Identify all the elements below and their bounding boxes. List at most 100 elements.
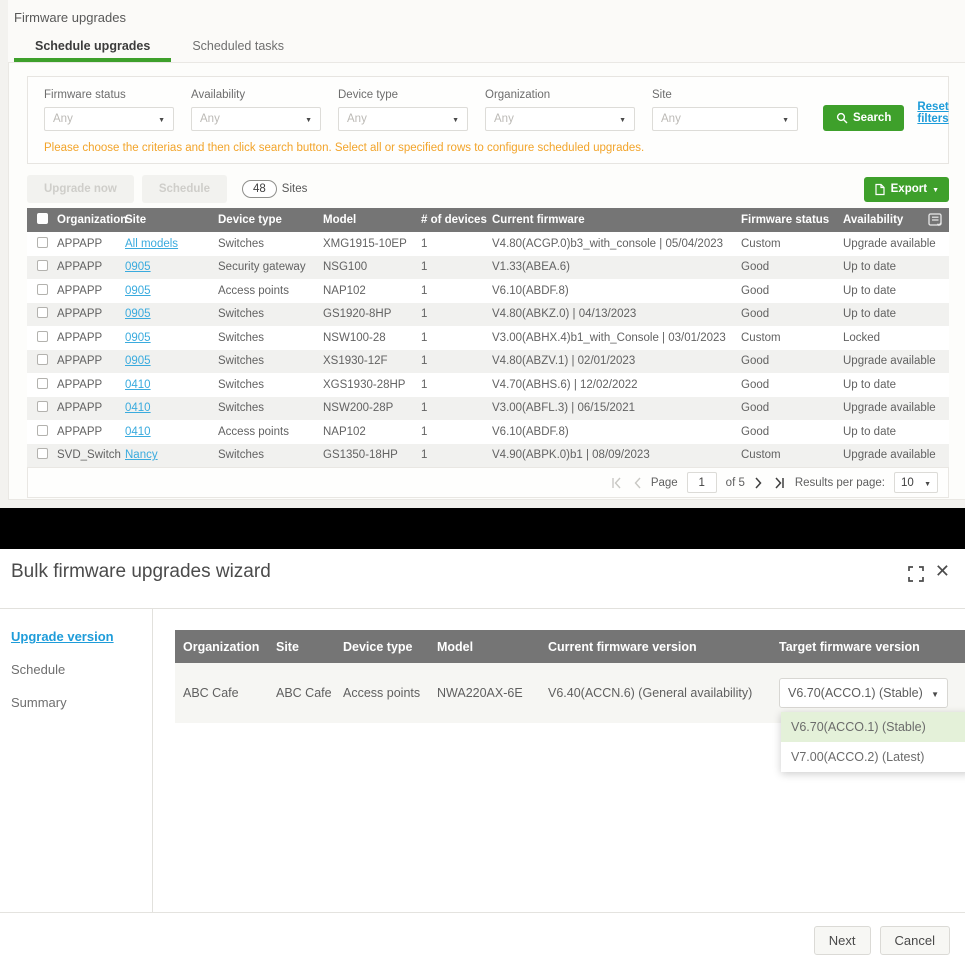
site-link[interactable]: 0410 — [125, 402, 151, 415]
cell-firmware-status: Good — [741, 284, 770, 297]
col-target-firmware-version: Target firmware version — [779, 639, 920, 654]
page-label: Page — [650, 476, 678, 489]
wizard-footer-divider — [0, 912, 965, 913]
dropdown-option[interactable]: V7.00(ACCO.2) (Latest) — [781, 742, 965, 772]
step-upgrade-version[interactable]: Upgrade version — [11, 629, 114, 644]
cell-current-firmware: V4.80(ABKZ.0) | 04/13/2023 — [492, 308, 637, 321]
organization-select[interactable]: Any — [485, 107, 635, 131]
schedule-button[interactable]: Schedule — [141, 175, 227, 203]
row-checkbox[interactable] — [36, 377, 48, 389]
row-checkbox[interactable] — [36, 448, 48, 460]
cell-availability: Up to date — [843, 308, 897, 321]
table-row: APPAPP 0905 Switches NSW100-28 1 V3.00(A… — [27, 326, 949, 350]
filter-label-organization: Organization — [485, 89, 551, 101]
results-per-page-label: Results per page: — [794, 476, 885, 489]
next-button[interactable]: Next — [813, 926, 871, 955]
wizard-table-row: ABC Cafe ABC Cafe Access points NWA220AX… — [175, 663, 965, 723]
cell-model: NAP102 — [323, 284, 366, 297]
table-toolbar: Upgrade now Schedule 48 Sites Export — [27, 175, 949, 203]
availability-select[interactable]: Any — [191, 107, 321, 131]
cell-num-devices: 1 — [421, 261, 428, 274]
table-row: APPAPP 0410 Access points NAP102 1 V6.10… — [27, 420, 949, 444]
cell-site: ABC Cafe — [276, 686, 332, 700]
tab-schedule-upgrades[interactable]: Schedule upgrades — [14, 33, 172, 62]
site-link[interactable]: 0410 — [125, 425, 151, 438]
cell-organization: APPAPP — [57, 355, 103, 368]
site-link[interactable]: 0410 — [125, 378, 151, 391]
export-button[interactable]: Export — [863, 176, 949, 202]
close-icon[interactable] — [935, 561, 950, 582]
site-link[interactable]: 0905 — [125, 284, 151, 297]
wizard-steps: Upgrade version Schedule Summary — [11, 629, 146, 728]
cell-current-firmware-version: V6.40(ACCN.6) (General availability) — [548, 686, 753, 700]
dropdown-option[interactable]: V6.70(ACCO.1) (Stable) — [781, 712, 965, 742]
site-select[interactable]: Any — [652, 107, 798, 131]
col-organization: Organization — [57, 214, 128, 226]
customize-columns-icon[interactable] — [928, 213, 943, 227]
page-number-input[interactable] — [686, 472, 717, 493]
cell-organization: APPAPP — [57, 402, 103, 415]
col-firmware-status: Firmware status — [741, 214, 830, 226]
reset-filters-link[interactable]: Reset filters — [917, 101, 949, 125]
table-row: APPAPP 0410 Switches XGS1930-28HP 1 V4.7… — [27, 373, 949, 397]
col-organization: Organization — [183, 639, 260, 654]
col-current-firmware-version: Current firmware version — [548, 639, 697, 654]
row-checkbox[interactable] — [36, 283, 48, 295]
row-checkbox[interactable] — [36, 307, 48, 319]
cell-availability: Upgrade available — [843, 355, 936, 368]
row-checkbox[interactable] — [36, 424, 48, 436]
next-page-icon[interactable] — [754, 476, 764, 489]
cell-organization: APPAPP — [57, 425, 103, 438]
table-row: APPAPP 0905 Switches XS1930-12F 1 V4.80(… — [27, 349, 949, 373]
last-page-icon[interactable] — [773, 476, 786, 489]
col-site: Site — [276, 639, 299, 654]
tab-scheduled-tasks[interactable]: Scheduled tasks — [192, 38, 285, 53]
bulk-firmware-upgrades-wizard: Bulk firmware upgrades wizard Upgrade ve… — [0, 549, 965, 968]
row-checkbox[interactable] — [36, 330, 48, 342]
step-summary[interactable]: Summary — [11, 695, 67, 710]
wizard-table: Organization Site Device type Model Curr… — [175, 630, 965, 723]
cell-device-type: Security gateway — [218, 261, 306, 274]
col-device-type: Device type — [218, 214, 282, 226]
cell-num-devices: 1 — [421, 378, 428, 391]
cell-current-firmware: V4.70(ABHS.6) | 12/02/2022 — [492, 378, 638, 391]
select-all-checkbox[interactable] — [36, 213, 48, 224]
sites-label: Sites — [281, 183, 308, 195]
site-link[interactable]: Nancy — [125, 449, 158, 462]
page-title: Firmware upgrades — [14, 10, 126, 25]
row-checkbox[interactable] — [36, 401, 48, 413]
first-page-icon[interactable] — [610, 477, 623, 489]
site-link[interactable]: All models — [125, 237, 179, 250]
cell-current-firmware: V1.33(ABEA.6) — [492, 261, 570, 274]
chevron-down-icon — [452, 113, 459, 125]
tab-bar: Schedule upgrades Scheduled tasks — [8, 33, 965, 62]
step-schedule[interactable]: Schedule — [11, 662, 66, 677]
cancel-button[interactable]: Cancel — [879, 926, 950, 955]
row-checkbox[interactable] — [36, 236, 48, 248]
device-type-select[interactable]: Any — [338, 107, 468, 131]
cell-device-type: Access points — [218, 284, 289, 297]
site-link[interactable]: 0905 — [125, 308, 151, 321]
cell-num-devices: 1 — [421, 355, 428, 368]
table-row: APPAPP All models Switches XMG1915-10EP … — [27, 232, 949, 256]
target-firmware-select[interactable]: V6.70(ACCO.1) (Stable) — [779, 678, 948, 708]
expand-icon[interactable] — [908, 566, 924, 582]
filter-label-device-type: Device type — [338, 89, 399, 101]
row-checkbox[interactable] — [36, 354, 48, 366]
cell-availability: Upgrade available — [843, 402, 936, 415]
col-model: Model — [437, 639, 474, 654]
search-button[interactable]: Search — [823, 105, 905, 131]
filter-label-site: Site — [652, 89, 672, 101]
previous-page-icon[interactable] — [632, 477, 642, 489]
table-row: APPAPP 0905 Switches GS1920-8HP 1 V4.80(… — [27, 302, 949, 326]
cell-firmware-status: Custom — [741, 449, 781, 462]
filter-box: Firmware status Any Availability Any Dev… — [27, 76, 949, 164]
chevron-down-icon — [305, 113, 312, 125]
row-checkbox[interactable] — [36, 260, 48, 272]
page-size-select[interactable]: 10 — [894, 472, 938, 493]
firmware-status-select[interactable]: Any — [44, 107, 174, 131]
site-link[interactable]: 0905 — [125, 261, 151, 274]
site-link[interactable]: 0905 — [125, 355, 151, 368]
site-link[interactable]: 0905 — [125, 331, 151, 344]
upgrade-now-button[interactable]: Upgrade now — [27, 175, 134, 203]
